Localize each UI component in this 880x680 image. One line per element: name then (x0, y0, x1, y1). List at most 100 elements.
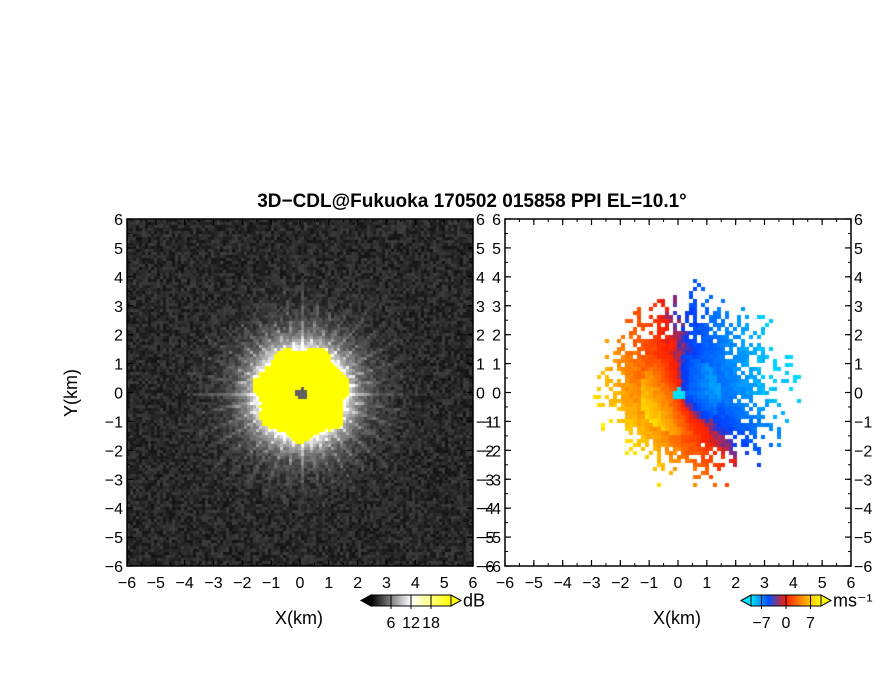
y-tick-label: −6 (105, 559, 123, 576)
x-tick-label: 6 (469, 575, 478, 592)
y-tick-label: −5 (105, 530, 123, 547)
x-tick-label: −2 (233, 575, 251, 592)
colorbar-low-triangle (739, 594, 752, 607)
colorbar-unit: dB (463, 591, 485, 611)
y-tick-label: −4 (483, 501, 501, 518)
y-tick-label: 5 (114, 241, 123, 258)
right-y-tick-label: 3 (476, 299, 485, 316)
colorbar-tick-label: 7 (806, 615, 815, 632)
colorbar-tick-label: 6 (387, 615, 396, 632)
y-tick-label: 2 (114, 328, 123, 345)
left-x-axis-label: X(km) (275, 608, 323, 628)
y-tick-label: −3 (483, 472, 501, 489)
left-y-axis-label: Y(km) (61, 369, 81, 417)
y-tick-label: 4 (114, 270, 123, 287)
x-tick-label: 4 (789, 575, 798, 592)
y-tick-label: −2 (105, 443, 123, 460)
y-tick-label: 0 (492, 386, 501, 403)
y-tick-label: 3 (492, 299, 501, 316)
right-y-tick-label: 0 (854, 386, 863, 403)
colorbar-tick-label: 0 (782, 615, 791, 632)
right-y-tick-label: −5 (854, 530, 872, 547)
colorbar-low-triangle (359, 594, 372, 607)
y-tick-label: 0 (114, 386, 123, 403)
right-y-tick-label: −4 (854, 501, 872, 518)
x-tick-label: 1 (702, 575, 711, 592)
right-y-tick-label: 5 (854, 241, 863, 258)
right-y-tick-label: −1 (854, 414, 872, 431)
y-tick-label: 2 (492, 328, 501, 345)
x-tick-label: 0 (296, 575, 305, 592)
x-tick-label: 0 (674, 575, 683, 592)
right-y-tick-label: 2 (476, 328, 485, 345)
right-y-tick-label: 3 (854, 299, 863, 316)
y-tick-label: −6 (483, 559, 501, 576)
x-tick-label: −3 (582, 575, 600, 592)
y-tick-label: 6 (492, 212, 501, 229)
x-tick-label: 1 (324, 575, 333, 592)
velocity-colorbar: −7 0 7 ms⁻¹ (739, 591, 873, 632)
right-y-tick-label: −2 (854, 443, 872, 460)
x-tick-label: 6 (847, 575, 856, 592)
y-tick-label: 3 (114, 299, 123, 316)
x-tick-label: −6 (118, 575, 136, 592)
x-tick-label: 5 (440, 575, 449, 592)
right-y-tick-label: 1 (854, 357, 863, 374)
y-tick-label: 6 (114, 212, 123, 229)
right-y-tick-label: −2 (476, 443, 494, 460)
right-y-tick-label: 0 (476, 386, 485, 403)
right-axis-ticks: −6 −5 −4 −3 −2 −1 0 1 2 3 4 5 6−6−5−4−3−2−10123456−6… (483, 212, 873, 592)
velocity-heatmap (505, 219, 851, 566)
x-tick-label: −6 (496, 575, 514, 592)
y-tick-label: 4 (492, 270, 501, 287)
x-tick-label: 5 (818, 575, 827, 592)
right-y-tick-label: 5 (476, 241, 485, 258)
snr-heatmap (127, 219, 473, 566)
x-tick-label: −5 (147, 575, 165, 592)
y-tick-label: 1 (492, 357, 501, 374)
right-y-tick-label: −6 (476, 559, 494, 576)
right-y-tick-label: 4 (476, 270, 485, 287)
colorbar-high-triangle (450, 594, 463, 607)
right-y-tick-label: −3 (476, 472, 494, 489)
x-tick-label: −3 (204, 575, 222, 592)
right-y-tick-label: −6 (854, 559, 872, 576)
colorbar-unit: ms⁻¹ (833, 591, 873, 611)
left-panel: −6 −5 −4 −3 −2 −1 0 1 2 3 4 5 6−6−5−4−3−2−10123456−6… (61, 212, 494, 632)
right-x-axis-label: X(km) (653, 608, 701, 628)
y-tick-label: −1 (105, 414, 123, 431)
y-tick-label: −5 (483, 530, 501, 547)
x-tick-label: 4 (411, 575, 420, 592)
y-tick-label: 1 (114, 357, 123, 374)
x-tick-label: −5 (525, 575, 543, 592)
y-tick-label: −1 (483, 414, 501, 431)
y-tick-label: −2 (483, 443, 501, 460)
left-axis-ticks: −6 −5 −4 −3 −2 −1 0 1 2 3 4 5 6−6−5−4−3−2−10123456−6… (105, 212, 495, 592)
colorbar-tick-label: 12 (402, 615, 420, 632)
colorbar-high-triangle (820, 594, 833, 607)
x-tick-label: 3 (760, 575, 769, 592)
right-y-tick-label: −1 (476, 414, 494, 431)
y-tick-label: 5 (492, 241, 501, 258)
x-tick-label: −4 (554, 575, 572, 592)
y-tick-label: −3 (105, 472, 123, 489)
right-y-tick-label: 1 (476, 357, 485, 374)
right-panel: −6 −5 −4 −3 −2 −1 0 1 2 3 4 5 6−6−5−4−3−2−10123456−6… (483, 212, 873, 632)
snr-colorbar: 6 12 18 dB (359, 591, 485, 632)
x-tick-label: −2 (611, 575, 629, 592)
figure-title: 3D−CDL@Fukuoka 170502 015858 PPI EL=10.1… (257, 191, 687, 212)
y-tick-label: −4 (105, 501, 123, 518)
right-y-tick-label: 2 (854, 328, 863, 345)
x-tick-label: 3 (382, 575, 391, 592)
colorbar-tick-label: −7 (752, 615, 770, 632)
right-y-tick-label: 6 (854, 212, 863, 229)
x-tick-label: 2 (731, 575, 740, 592)
colorbar-tick-label: 18 (422, 615, 440, 632)
right-y-tick-label: 4 (854, 270, 863, 287)
right-y-tick-label: −5 (476, 530, 494, 547)
x-tick-label: −4 (176, 575, 194, 592)
x-tick-label: −1 (640, 575, 658, 592)
x-tick-label: −1 (262, 575, 280, 592)
right-y-tick-label: −3 (854, 472, 872, 489)
